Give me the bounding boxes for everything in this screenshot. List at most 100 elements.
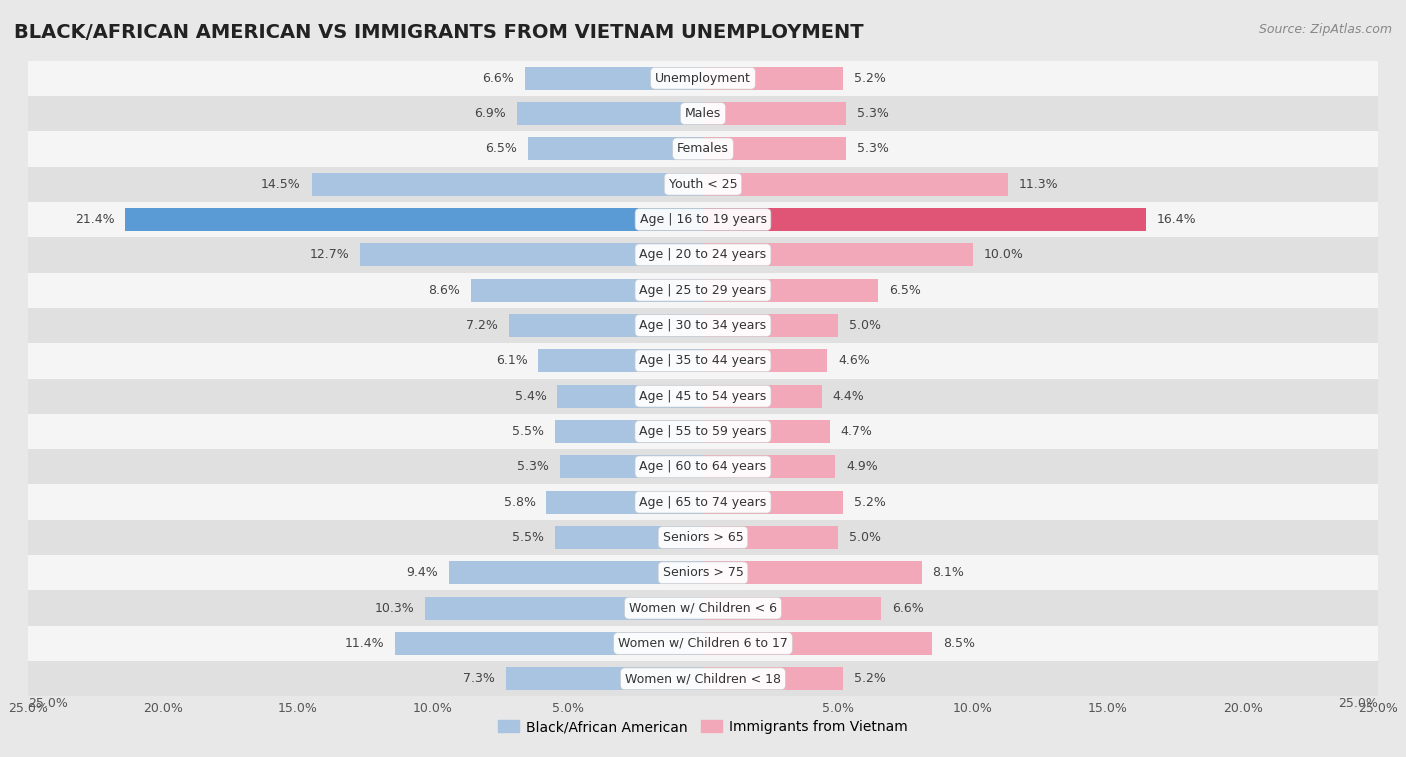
Text: 4.9%: 4.9%	[846, 460, 877, 473]
Text: 6.1%: 6.1%	[496, 354, 527, 367]
Bar	[506, 668, 703, 690]
Text: 5.0%: 5.0%	[849, 531, 880, 544]
Text: 5.5%: 5.5%	[512, 425, 544, 438]
Bar	[28, 484, 1378, 520]
Legend: Black/African American, Immigrants from Vietnam: Black/African American, Immigrants from …	[498, 720, 908, 734]
Text: Age | 16 to 19 years: Age | 16 to 19 years	[640, 213, 766, 226]
Text: 25.0%: 25.0%	[28, 697, 67, 710]
Text: Age | 65 to 74 years: Age | 65 to 74 years	[640, 496, 766, 509]
Bar	[28, 167, 1378, 202]
Bar	[703, 526, 838, 549]
Bar	[554, 526, 703, 549]
Bar	[703, 491, 844, 514]
Text: 6.6%: 6.6%	[891, 602, 924, 615]
Bar	[28, 590, 1378, 626]
Bar	[527, 137, 703, 160]
Text: 10.3%: 10.3%	[374, 602, 415, 615]
Text: 9.4%: 9.4%	[406, 566, 439, 579]
Text: 5.0%: 5.0%	[849, 319, 880, 332]
Bar	[703, 208, 1146, 231]
Bar	[28, 378, 1378, 414]
Bar	[703, 350, 827, 372]
Bar	[538, 350, 703, 372]
Text: Age | 35 to 44 years: Age | 35 to 44 years	[640, 354, 766, 367]
Bar	[509, 314, 703, 337]
Text: 7.3%: 7.3%	[463, 672, 495, 685]
Bar	[28, 131, 1378, 167]
Bar	[703, 420, 830, 443]
Text: Youth < 25: Youth < 25	[669, 178, 737, 191]
Text: 5.3%: 5.3%	[856, 107, 889, 120]
Text: Age | 55 to 59 years: Age | 55 to 59 years	[640, 425, 766, 438]
Bar	[703, 102, 846, 125]
Text: 16.4%: 16.4%	[1157, 213, 1197, 226]
Text: Women w/ Children < 6: Women w/ Children < 6	[628, 602, 778, 615]
Text: 6.6%: 6.6%	[482, 72, 515, 85]
Bar	[557, 385, 703, 408]
Bar	[28, 661, 1378, 696]
Text: 5.4%: 5.4%	[515, 390, 547, 403]
Bar	[524, 67, 703, 90]
Bar	[560, 456, 703, 478]
Bar	[703, 67, 844, 90]
Text: 10.0%: 10.0%	[984, 248, 1024, 261]
Text: Women w/ Children 6 to 17: Women w/ Children 6 to 17	[619, 637, 787, 650]
Text: 8.1%: 8.1%	[932, 566, 965, 579]
Text: 4.7%: 4.7%	[841, 425, 873, 438]
Text: Seniors > 65: Seniors > 65	[662, 531, 744, 544]
Text: 6.5%: 6.5%	[889, 284, 921, 297]
Bar	[28, 202, 1378, 237]
Bar	[425, 597, 703, 619]
Text: 5.8%: 5.8%	[503, 496, 536, 509]
Bar	[547, 491, 703, 514]
Bar	[125, 208, 703, 231]
Bar	[703, 137, 846, 160]
Bar	[28, 273, 1378, 308]
Text: 11.4%: 11.4%	[344, 637, 384, 650]
Text: Age | 45 to 54 years: Age | 45 to 54 years	[640, 390, 766, 403]
Bar	[703, 279, 879, 301]
Bar	[450, 562, 703, 584]
Bar	[28, 555, 1378, 590]
Text: BLACK/AFRICAN AMERICAN VS IMMIGRANTS FROM VIETNAM UNEMPLOYMENT: BLACK/AFRICAN AMERICAN VS IMMIGRANTS FRO…	[14, 23, 863, 42]
Bar	[360, 244, 703, 266]
Text: 5.2%: 5.2%	[855, 672, 886, 685]
Text: 6.5%: 6.5%	[485, 142, 517, 155]
Bar	[554, 420, 703, 443]
Text: 5.5%: 5.5%	[512, 531, 544, 544]
Text: Age | 60 to 64 years: Age | 60 to 64 years	[640, 460, 766, 473]
Bar	[703, 314, 838, 337]
Text: Females: Females	[678, 142, 728, 155]
Text: 21.4%: 21.4%	[75, 213, 114, 226]
Text: 4.4%: 4.4%	[832, 390, 865, 403]
Bar	[703, 456, 835, 478]
Text: Age | 25 to 29 years: Age | 25 to 29 years	[640, 284, 766, 297]
Bar	[703, 632, 932, 655]
Text: 5.3%: 5.3%	[517, 460, 550, 473]
Bar	[517, 102, 703, 125]
Text: Age | 20 to 24 years: Age | 20 to 24 years	[640, 248, 766, 261]
Text: 6.9%: 6.9%	[474, 107, 506, 120]
Text: 8.6%: 8.6%	[429, 284, 460, 297]
Text: 5.2%: 5.2%	[855, 496, 886, 509]
Bar	[28, 414, 1378, 449]
Bar	[703, 597, 882, 619]
Text: 5.3%: 5.3%	[856, 142, 889, 155]
Text: 11.3%: 11.3%	[1019, 178, 1059, 191]
Text: Women w/ Children < 18: Women w/ Children < 18	[626, 672, 780, 685]
Bar	[28, 343, 1378, 378]
Bar	[28, 626, 1378, 661]
Text: 25.0%: 25.0%	[1339, 697, 1378, 710]
Bar	[471, 279, 703, 301]
Bar	[28, 61, 1378, 96]
Bar	[703, 173, 1008, 196]
Text: Source: ZipAtlas.com: Source: ZipAtlas.com	[1258, 23, 1392, 36]
Bar	[703, 668, 844, 690]
Bar	[703, 244, 973, 266]
Bar	[703, 385, 821, 408]
Text: 8.5%: 8.5%	[943, 637, 976, 650]
Bar	[28, 449, 1378, 484]
Text: Unemployment: Unemployment	[655, 72, 751, 85]
Bar	[703, 562, 922, 584]
Bar	[28, 308, 1378, 343]
